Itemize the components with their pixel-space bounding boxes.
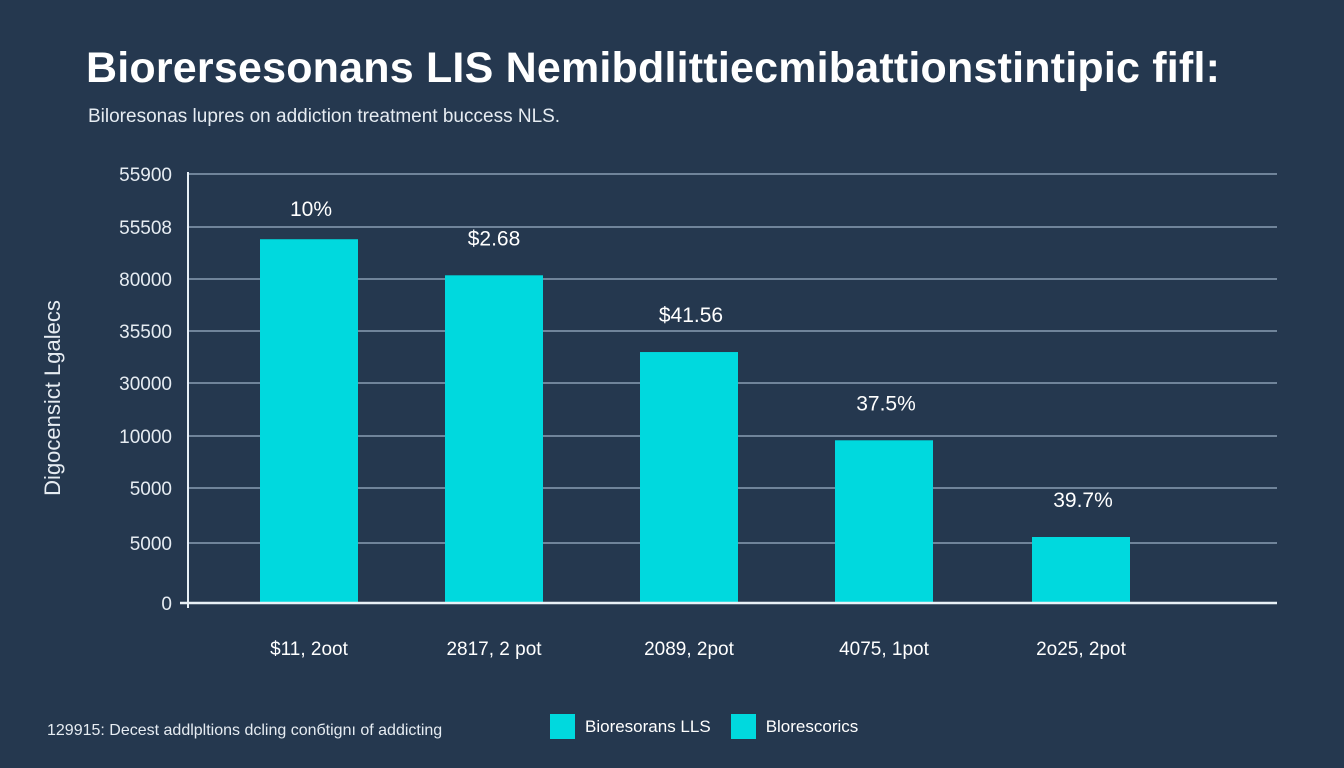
x-tick-label: 2o25, 2pot — [1036, 639, 1127, 660]
x-tick-label: 4075, 1pot — [839, 639, 930, 660]
x-tick-label: 2817, 2 pot — [446, 639, 542, 660]
y-tick-labels: 0 5000 5000 10000 30000 35500 80000 55508 55900 — [119, 165, 172, 615]
y-tick-label: 30000 — [119, 374, 172, 395]
legend-label: Blorescorics — [765, 716, 859, 736]
bars — [260, 239, 1130, 604]
y-tick-label: 55900 — [119, 165, 172, 186]
data-label: $2.68 — [468, 227, 521, 250]
legend-label: Bioresorans LLS — [585, 716, 711, 736]
y-tick-label: 5000 — [130, 534, 172, 555]
legend: Bioresorans LLS Blorescorics — [550, 714, 858, 739]
legend-item-blorescorics[interactable]: Blorescorics — [730, 714, 859, 739]
x-tick-label: 2089, 2pot — [644, 639, 735, 660]
data-label: 10% — [290, 198, 332, 221]
y-tick-label: 55508 — [119, 218, 172, 239]
data-labels: 10% $2.68 $41.56 37.5% 39.7% — [290, 198, 1113, 512]
legend-item-bioresorans[interactable]: Bioresorans LLS — [550, 714, 711, 739]
legend-swatch — [550, 714, 575, 739]
y-tick-label: 5000 — [130, 479, 172, 500]
y-tick-label: 80000 — [119, 270, 172, 291]
data-label: 37.5% — [856, 392, 916, 415]
chart-title: Biorersesonans LIS Nemibdlittiecmibattio… — [86, 44, 1221, 92]
chart-subtitle: Biloresonas lupres on addiction treatmen… — [88, 106, 561, 127]
y-tick-label: 0 — [161, 594, 172, 615]
bar — [1032, 537, 1130, 603]
x-tick-labels: $11, 2oot 2817, 2 pot 2089, 2pot 4075, 1pot… — [270, 639, 1127, 660]
legend-swatch — [730, 714, 756, 739]
footnote: 129915: Decest addlpltions dcling conбti… — [47, 722, 443, 739]
y-tick-label: 10000 — [119, 427, 172, 448]
x-tick-label: $11, 2oot — [270, 639, 349, 660]
data-label: $41.56 — [659, 304, 723, 327]
bar — [835, 440, 933, 603]
bar — [445, 275, 543, 603]
bar — [260, 239, 358, 604]
y-tick-label: 35500 — [119, 322, 172, 343]
bar — [640, 352, 738, 603]
data-label: 39.7% — [1053, 489, 1113, 512]
